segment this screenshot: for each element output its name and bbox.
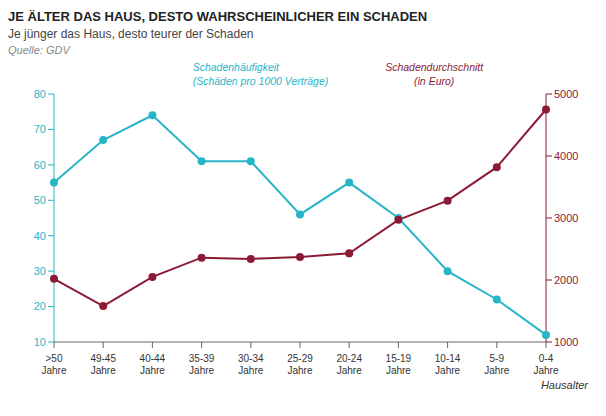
- html-text:Je jünger das Haus, desto teur: Je jünger das Haus, desto teurer der Sch…: [8, 27, 254, 41]
- svg-text:15-19Jahre: 15-19Jahre: [386, 353, 412, 376]
- svg-text:1000: 1000: [554, 336, 578, 348]
- html-text:Schadendurchschnitt (in Euro): Schadendurchschnitt (in Euro): [385, 61, 484, 87]
- svg-text:20: 20: [34, 300, 46, 312]
- html-text:Schadenhäufigkeit (Schäden pro: Schadenhäufigkeit (Schäden pro 1000 Vert…: [192, 61, 329, 87]
- svg-text:40-44Jahre: 40-44Jahre: [140, 353, 166, 376]
- svg-text:20-24Jahre: 20-24Jahre: [336, 353, 362, 376]
- svg-text:80: 80: [34, 88, 46, 100]
- html-text:Quelle: GDV: Quelle: GDV: [8, 44, 70, 56]
- svg-text:3000: 3000: [554, 212, 578, 224]
- svg-text:4000: 4000: [554, 150, 578, 162]
- html-text:Hausalter: Hausalter: [540, 379, 588, 391]
- svg-text:35-39Jahre: 35-39Jahre: [189, 353, 215, 376]
- svg-text:70: 70: [34, 123, 46, 135]
- svg-text:60: 60: [34, 159, 46, 171]
- svg-text:5-9Jahre: 5-9Jahre: [484, 353, 509, 376]
- svg-text:30-34Jahre: 30-34Jahre: [238, 353, 264, 376]
- svg-text:30: 30: [34, 265, 46, 277]
- svg-text:10-14Jahre: 10-14Jahre: [435, 353, 461, 376]
- html-text:JE ÄLTER DAS HAUS, DESTO WAHRS: JE ÄLTER DAS HAUS, DESTO WAHRSCHEINLICHE…: [8, 9, 428, 24]
- svg-text:5000: 5000: [554, 88, 578, 100]
- svg-text:0-4Jahre: 0-4Jahre: [533, 353, 558, 376]
- svg-text:25-29Jahre: 25-29Jahre: [287, 353, 313, 376]
- svg-text:10: 10: [34, 336, 46, 348]
- svg-text:40: 40: [34, 230, 46, 242]
- svg-text:49-45Jahre: 49-45Jahre: [90, 353, 116, 376]
- svg-text:>50Jahre: >50Jahre: [41, 353, 66, 376]
- svg-text:2000: 2000: [554, 274, 578, 286]
- svg-text:50: 50: [34, 194, 46, 206]
